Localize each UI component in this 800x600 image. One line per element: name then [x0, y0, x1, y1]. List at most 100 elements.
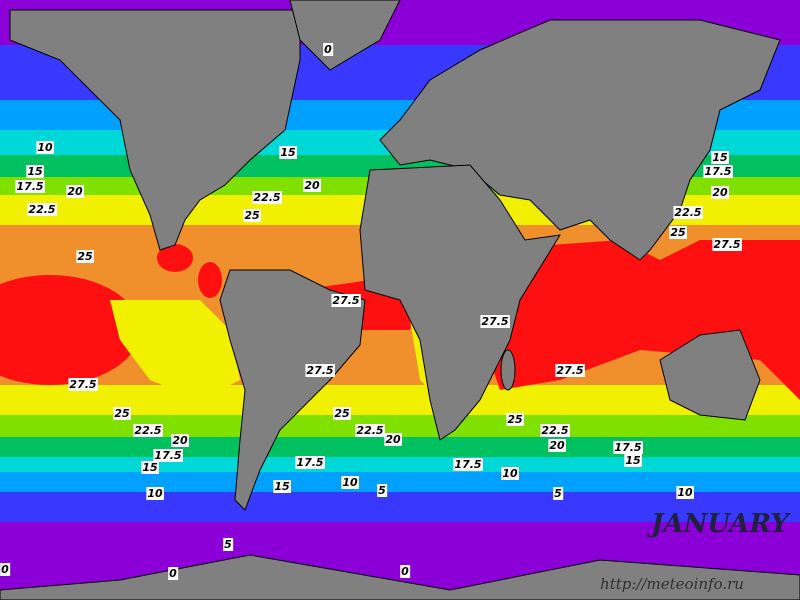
- contour-label: 5: [224, 538, 232, 551]
- contour-label: 10: [677, 486, 693, 499]
- contour-label: 22.5: [28, 203, 55, 216]
- contour-label: 17.5: [16, 180, 43, 193]
- contour-label: 17.5: [454, 458, 481, 471]
- label-box: [501, 467, 519, 480]
- contour-label: 25: [507, 413, 523, 426]
- contour-label: 15: [27, 165, 43, 178]
- label-box: [553, 487, 564, 500]
- contour-label: 25: [77, 250, 93, 263]
- label-box: [27, 203, 57, 216]
- contour-label: 0: [324, 43, 332, 56]
- contour-label: 25: [334, 407, 350, 420]
- label-box: [76, 250, 94, 263]
- contour-label: 25: [114, 407, 130, 420]
- contour-label: 5: [554, 487, 562, 500]
- contour-label: 15: [280, 146, 296, 159]
- contour-label: 17.5: [704, 165, 731, 178]
- label-box: [673, 206, 703, 219]
- label-box: [676, 486, 694, 499]
- label-box: [133, 424, 163, 437]
- contour-label: 20: [304, 179, 320, 192]
- contour-label: 10: [147, 487, 163, 500]
- label-box: [384, 433, 402, 446]
- contour-label: 10: [502, 467, 518, 480]
- contour-label: 27.5: [713, 238, 740, 251]
- contour-label: 15: [142, 461, 158, 474]
- label-box: [68, 378, 98, 391]
- month-title: JANUARY: [646, 509, 791, 539]
- contour-label: 15: [625, 454, 641, 467]
- label-box: [171, 434, 189, 447]
- label-box: [453, 458, 483, 471]
- label-box: [15, 180, 45, 193]
- contour-label: 20: [172, 434, 188, 447]
- label-box: [323, 43, 334, 56]
- contour-label: 27.5: [69, 378, 96, 391]
- contour-label: 17.5: [154, 449, 181, 462]
- label-box: [153, 449, 183, 462]
- label-box: [506, 413, 524, 426]
- contour-label: 10: [342, 476, 358, 489]
- contour-label: 20: [712, 186, 728, 199]
- contour-label: 10: [37, 141, 53, 154]
- label-box: [36, 141, 54, 154]
- label-box: [333, 407, 351, 420]
- contour-label: 20: [385, 433, 401, 446]
- contour-label: 0: [169, 567, 177, 580]
- label-box: [341, 476, 359, 489]
- label-box: [141, 461, 159, 474]
- contour-label: 20: [549, 439, 565, 452]
- label-box: [146, 487, 164, 500]
- label-box: [355, 424, 385, 437]
- label-box: [711, 151, 729, 164]
- contour-label: 20: [67, 185, 83, 198]
- label-box: [331, 294, 361, 307]
- label-box: [252, 191, 282, 204]
- label-box: [168, 567, 179, 580]
- contour-label: 25: [244, 209, 260, 222]
- label-box: [66, 185, 84, 198]
- contour-label: 25: [670, 226, 686, 239]
- label-box: [243, 209, 261, 222]
- contour-label: 15: [712, 151, 728, 164]
- contour-label: 0: [401, 565, 409, 578]
- contour-label: 22.5: [674, 206, 701, 219]
- contour-label: 27.5: [332, 294, 359, 307]
- contour-label: 17.5: [296, 456, 323, 469]
- label-box: [377, 484, 388, 497]
- label-box: [305, 364, 335, 377]
- label-box: [555, 364, 585, 377]
- contour-label: 17.5: [614, 441, 641, 454]
- label-box: [669, 226, 687, 239]
- label-box: [295, 456, 325, 469]
- label-box: [0, 563, 11, 576]
- label-box: [303, 179, 321, 192]
- label-box: [712, 238, 742, 251]
- label-box: [223, 538, 234, 551]
- contour-label: 22.5: [356, 424, 383, 437]
- contour-label: 27.5: [556, 364, 583, 377]
- label-box: [480, 315, 510, 328]
- label-box: [540, 424, 570, 437]
- label-box: [624, 454, 642, 467]
- contour-label: 22.5: [541, 424, 568, 437]
- label-box: [703, 165, 733, 178]
- contour-label: 15: [274, 480, 290, 493]
- label-box: [548, 439, 566, 452]
- contour-label: 5: [378, 484, 386, 497]
- contour-label: 27.5: [306, 364, 333, 377]
- label-box: [400, 565, 411, 578]
- contour-label: 0: [1, 563, 9, 576]
- contour-label: 22.5: [253, 191, 280, 204]
- label-box: [613, 441, 643, 454]
- source-url: http://meteoinfo.ru: [600, 575, 744, 593]
- label-box: [279, 146, 297, 159]
- label-box: [273, 480, 291, 493]
- contour-label: 22.5: [134, 424, 161, 437]
- label-box: [711, 186, 729, 199]
- label-box: [113, 407, 131, 420]
- label-box: [26, 165, 44, 178]
